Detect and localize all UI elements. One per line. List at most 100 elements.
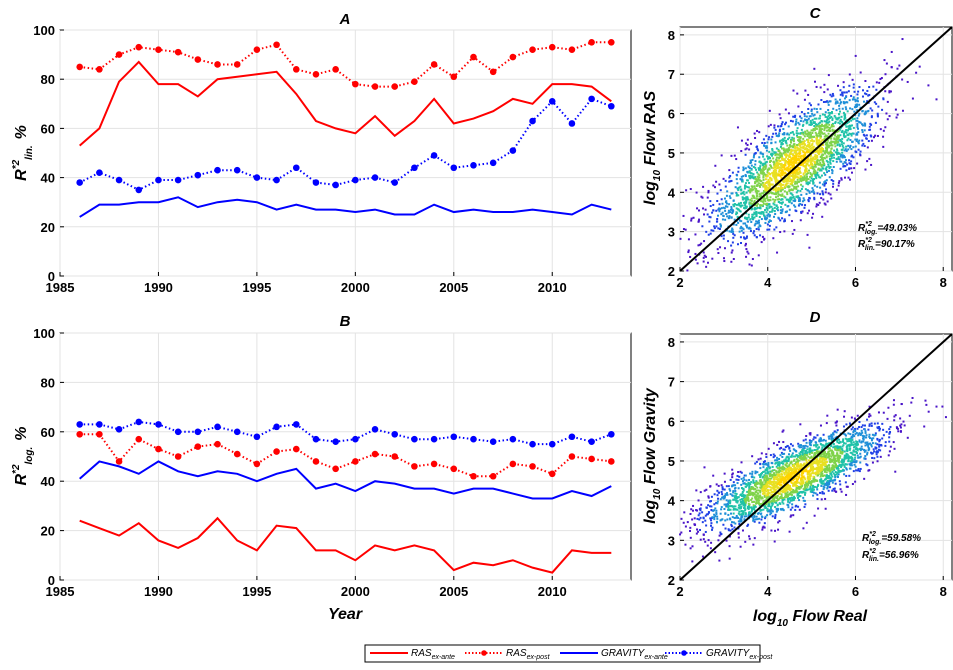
scatter-point [758,522,760,524]
scatter-point [724,489,726,491]
scatter-point [791,497,793,499]
scatter-point [941,406,943,408]
scatter-point [758,228,760,230]
point-gravity-ex-post-2013 [608,103,615,110]
scatter-point [772,203,774,205]
scatter-point [748,216,750,218]
scatter-point [824,127,826,129]
scatter-point [748,500,750,502]
scatter-point [702,207,704,209]
scatter-point [775,178,777,180]
scatter-point [839,452,841,454]
scatter-point [747,144,749,146]
scatter-point [883,130,885,132]
scatter-point [876,456,878,458]
scatter-point [761,515,763,517]
scatter-point [919,66,921,68]
point-gravity-ex-post-2005 [450,433,457,440]
scatter-point [794,147,796,149]
scatter-point [762,176,764,178]
scatter-point [878,429,880,431]
scatter-point [839,103,841,105]
scatter-point [827,456,829,458]
scatter-point [843,81,845,83]
point-gravity-ex-post-2009 [529,441,536,448]
scatter-point [729,197,731,199]
scatter-point [767,462,769,464]
scatter-point [764,158,766,160]
scatter-point [829,161,831,163]
scatter-point [837,85,839,87]
scatter-point [765,456,767,458]
scatter-point [715,512,717,514]
scatter-point [868,129,870,131]
scatter-point [724,210,726,212]
scatter-point [819,162,821,164]
scatter-point [797,132,799,134]
scatter-point [743,191,745,193]
scatter-point [766,211,768,213]
scatter-point [792,233,794,235]
scatter-point [760,152,762,154]
panel-c-title: C [810,5,822,22]
scatter-point [740,226,742,228]
scatter-point [870,164,872,166]
scatter-point [851,108,853,110]
scatter-point [746,192,748,194]
scatter-point [751,501,753,503]
scatter-point [863,438,865,440]
scatter-point [757,181,759,183]
point-gravity-ex-post-2006 [470,436,477,443]
scatter-point [726,203,728,205]
point-gravity-ex-post-2007 [490,438,497,445]
scatter-point [877,460,879,462]
scatter-point [824,114,826,116]
scatter-point [901,403,903,405]
scatter-point [900,430,902,432]
scatter-point [839,111,841,113]
scatter-point [870,134,872,136]
scatter-point [754,167,756,169]
scatter-point [806,116,808,118]
scatter-point [768,138,770,140]
scatter-point [800,184,802,186]
scatter-point [852,483,854,485]
scatter-point [858,115,860,117]
scatter-point [812,140,814,142]
scatter-point [821,190,823,192]
scatter-point [818,139,820,141]
scatter-point [928,411,930,413]
scatter-point [737,222,739,224]
scatter-point [855,100,857,102]
scatter-point [875,442,877,444]
scatter-point [836,189,838,191]
scatter-point [878,444,880,446]
scatter-point [776,157,778,159]
scatter-point [764,142,766,144]
scatter-point [808,247,810,249]
scatter-point [837,457,839,459]
scatter-point [694,233,696,235]
scatter-point [819,202,821,204]
scatter-point [842,446,844,448]
scatter-point [838,439,840,441]
scatter-point [764,209,766,211]
scatter-point [833,488,835,490]
scatter-point [813,108,815,110]
scatter-point [806,481,808,483]
scatter-point [925,404,927,406]
scatter-point [793,496,795,498]
scatter-point [822,183,824,185]
scatter-point [824,125,826,127]
scatter-point [800,219,802,221]
scatter-point [809,453,811,455]
scatter-point [860,434,862,436]
scatter-point [850,167,852,169]
scatter-point [850,145,852,147]
scatter-point [843,142,845,144]
scatter-point [774,201,776,203]
scatter-point [749,538,751,540]
scatter-point [778,157,780,159]
scatter-point [810,180,812,182]
